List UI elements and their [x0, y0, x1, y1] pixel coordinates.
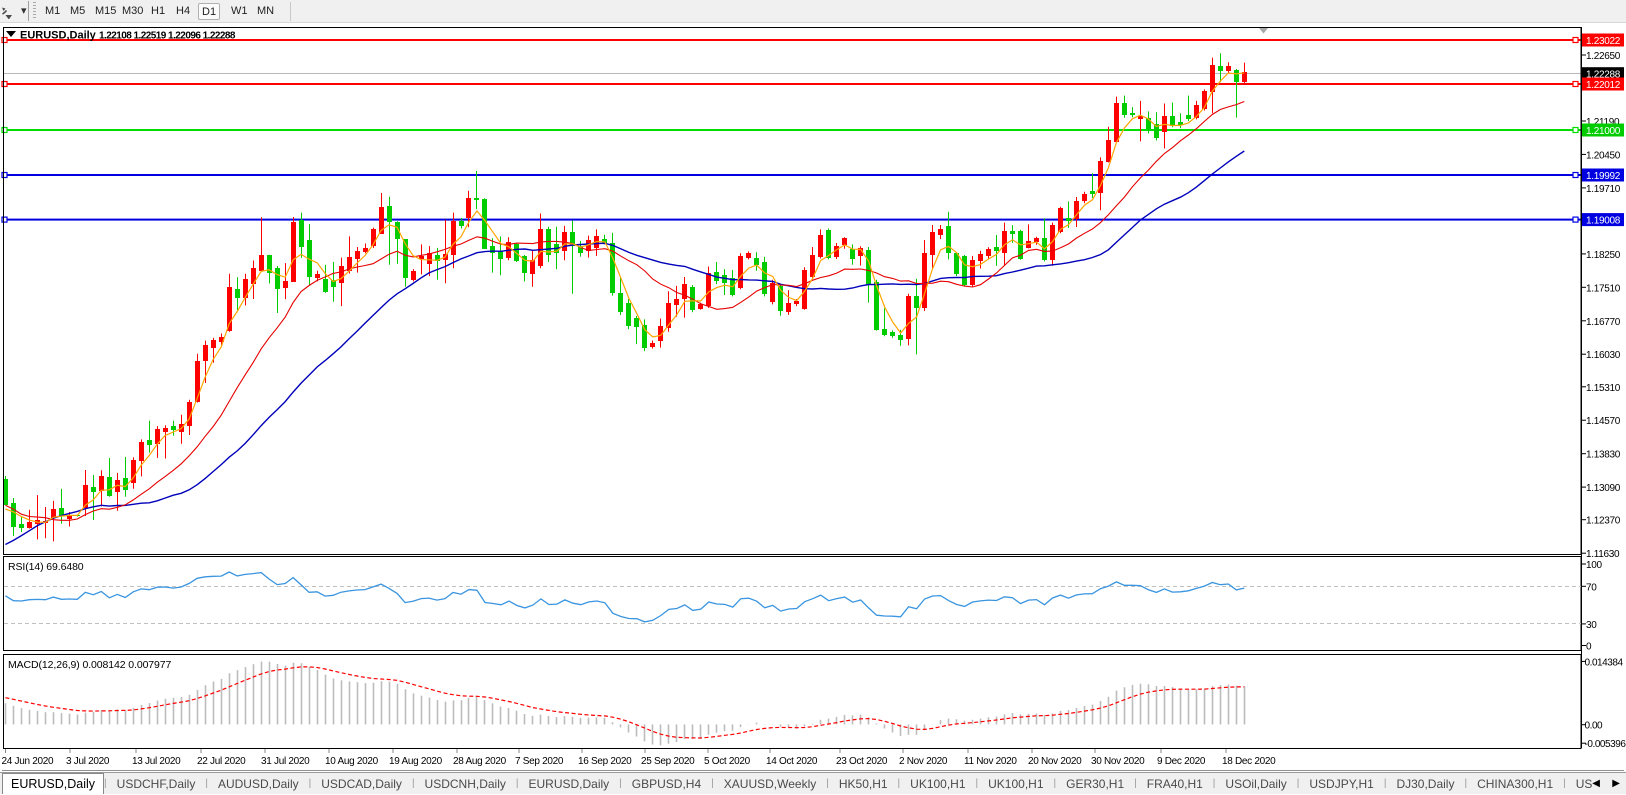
svg-text:1.17510: 1.17510	[1586, 283, 1621, 294]
svg-text:1.21000: 1.21000	[1586, 126, 1621, 137]
svg-text:16 Sep 2020: 16 Sep 2020	[578, 756, 632, 767]
svg-text:14 Oct 2020: 14 Oct 2020	[766, 756, 818, 767]
svg-text:1.16770: 1.16770	[1586, 317, 1621, 328]
svg-text:1.11630: 1.11630	[1586, 549, 1620, 560]
svg-text:19 Aug 2020: 19 Aug 2020	[389, 756, 443, 767]
svg-text:MACD(12,26,9) 0.008142 0.00797: MACD(12,26,9) 0.008142 0.007977	[8, 659, 172, 671]
svg-text:1.13090: 1.13090	[1586, 483, 1621, 494]
svg-text:11 Nov 2020: 11 Nov 2020	[964, 756, 1017, 767]
svg-text:0: 0	[1586, 642, 1592, 653]
svg-text:1.19710: 1.19710	[1586, 184, 1621, 195]
svg-text:1.23022: 1.23022	[1586, 36, 1621, 47]
svg-text:1.13830: 1.13830	[1586, 450, 1621, 461]
svg-text:1.22012: 1.22012	[1586, 80, 1621, 91]
svg-text:31 Jul 2020: 31 Jul 2020	[261, 756, 310, 767]
svg-text:2 Nov 2020: 2 Nov 2020	[899, 756, 948, 767]
svg-text:24 Jun 2020: 24 Jun 2020	[2, 756, 54, 767]
svg-text:13 Jul 2020: 13 Jul 2020	[132, 756, 181, 767]
svg-text:10 Aug 2020: 10 Aug 2020	[325, 756, 379, 767]
svg-text:1.15310: 1.15310	[1586, 383, 1621, 394]
svg-text:7 Sep 2020: 7 Sep 2020	[515, 756, 564, 767]
svg-text:18 Dec 2020: 18 Dec 2020	[1222, 756, 1276, 767]
svg-text:1.22108 1.22519 1.22096 1.2228: 1.22108 1.22519 1.22096 1.22288	[99, 31, 236, 42]
svg-text:30: 30	[1586, 620, 1597, 631]
svg-text:3 Jul 2020: 3 Jul 2020	[66, 756, 110, 767]
svg-text:100: 100	[1586, 560, 1603, 571]
svg-text:-0.005396: -0.005396	[1585, 739, 1626, 750]
svg-text:1.22650: 1.22650	[1586, 51, 1621, 62]
svg-text:25 Sep 2020: 25 Sep 2020	[641, 756, 695, 767]
svg-text:1.14570: 1.14570	[1586, 416, 1621, 427]
svg-text:1.19992: 1.19992	[1586, 171, 1621, 182]
svg-text:9 Dec 2020: 9 Dec 2020	[1157, 756, 1206, 767]
svg-text:28 Aug 2020: 28 Aug 2020	[453, 756, 507, 767]
svg-text:1.20450: 1.20450	[1586, 150, 1621, 161]
svg-text:RSI(14) 69.6480: RSI(14) 69.6480	[8, 561, 84, 573]
svg-text:0.00: 0.00	[1585, 721, 1604, 732]
svg-text:70: 70	[1586, 582, 1597, 593]
svg-text:23 Oct 2020: 23 Oct 2020	[836, 756, 888, 767]
svg-text:1.16030: 1.16030	[1586, 350, 1621, 361]
svg-text:22 Jul 2020: 22 Jul 2020	[197, 756, 246, 767]
svg-text:30 Nov 2020: 30 Nov 2020	[1091, 756, 1145, 767]
svg-text:1.18250: 1.18250	[1586, 250, 1621, 261]
svg-text:1.19008: 1.19008	[1586, 216, 1621, 227]
svg-text:EURUSD,Daily: EURUSD,Daily	[20, 30, 97, 42]
svg-text:0.014384: 0.014384	[1585, 657, 1624, 668]
svg-text:5 Oct 2020: 5 Oct 2020	[704, 756, 751, 767]
svg-text:1.12370: 1.12370	[1586, 516, 1621, 527]
svg-text:20 Nov 2020: 20 Nov 2020	[1028, 756, 1082, 767]
